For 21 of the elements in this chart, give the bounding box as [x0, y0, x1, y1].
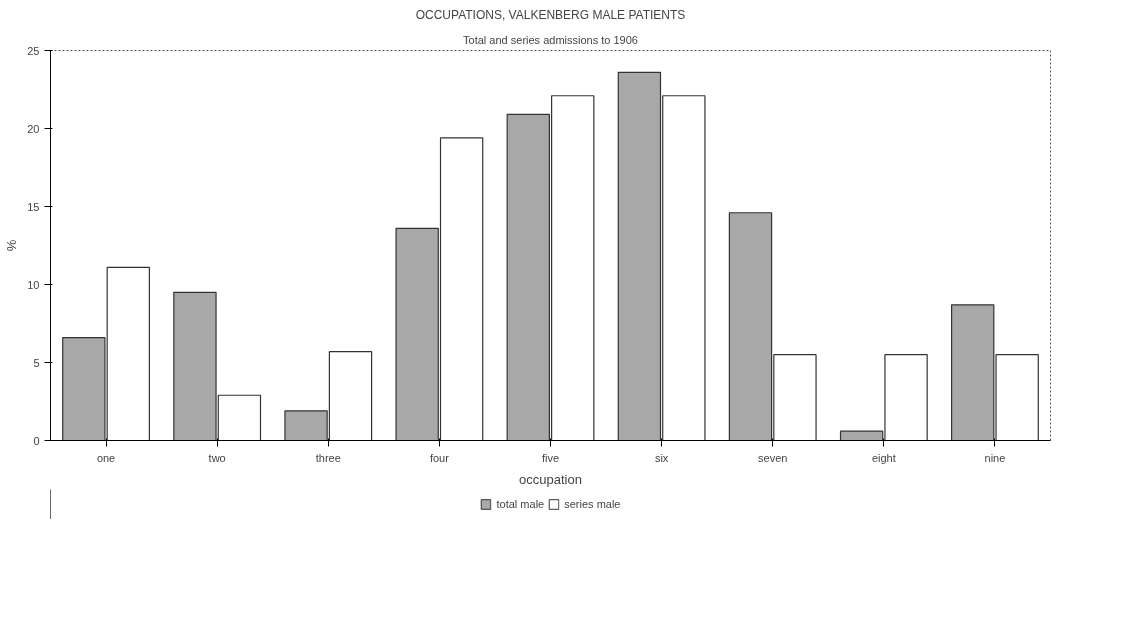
x-tick-label: one [96, 451, 116, 464]
y-tick-label: 5 [33, 356, 40, 369]
x-tick-label: eight [871, 451, 896, 464]
x-tick-label: nine [984, 451, 1006, 464]
y-axis-title: % [4, 239, 20, 252]
y-tick-label: 25 [27, 44, 40, 57]
x-tick-label: two [208, 451, 226, 464]
y-tick-label: 20 [27, 122, 40, 135]
y-tick-label: 0 [33, 434, 40, 447]
x-tick-label: three [315, 451, 341, 464]
x-tick-label: four [429, 451, 450, 464]
x-axis-title: occupation [519, 471, 582, 487]
y-tick-label: 10 [27, 278, 40, 291]
legend-label: total male [496, 498, 545, 510]
chart-subtitle: Total and series admissions to 1906 [463, 33, 638, 46]
x-tick-label: seven [758, 451, 788, 464]
x-tick-label: six [654, 451, 669, 464]
legend-label: series male [564, 498, 621, 510]
y-tick-label: 15 [27, 200, 40, 213]
x-tick-label: five [541, 451, 560, 464]
chart-title: OCCUPATIONS, VALKENBERG MALE PATIENTS [415, 7, 686, 22]
